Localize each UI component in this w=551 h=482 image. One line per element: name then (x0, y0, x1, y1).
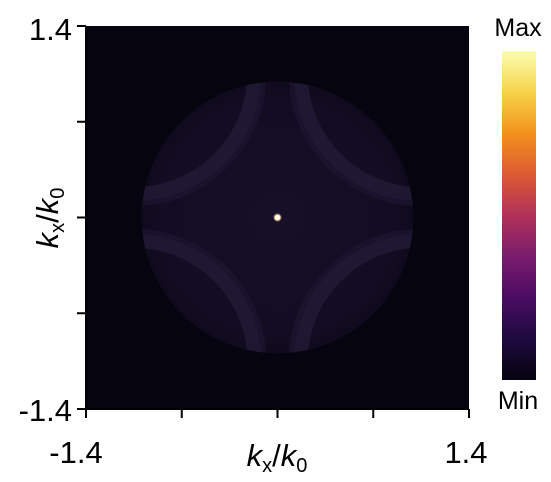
x-axis-label-var: k (247, 438, 264, 473)
x-axis-label: kx/k0 (247, 438, 308, 477)
y-tick-label-bottom: -1.4 (19, 393, 72, 428)
y-axis-label-ref: k (30, 197, 65, 214)
central-hotspot (273, 213, 282, 222)
colorbar-min-label: Min (498, 387, 538, 415)
x-axis-label-sub: x (262, 455, 272, 477)
axes (77, 25, 470, 418)
y-axis-label-var: k (30, 231, 65, 248)
colorbar-max-label: Max (494, 14, 542, 42)
colorbar (502, 51, 536, 380)
x-axis-label-ref: k (281, 438, 298, 473)
y-axis-label: kx/k0 (30, 188, 69, 249)
y-tick-label-top: 1.4 (29, 12, 72, 47)
y-axis-label-sub: x (47, 223, 69, 233)
y-axis-label-sep: / (30, 214, 65, 223)
x-tick-label-right: 1.4 (444, 435, 487, 470)
x-axis-label-refsub: 0 (296, 455, 307, 477)
x-axis-label-sep: / (272, 438, 281, 473)
y-axis-label-refsub: 0 (47, 188, 69, 199)
x-tick-label-left: -1.4 (49, 435, 102, 470)
